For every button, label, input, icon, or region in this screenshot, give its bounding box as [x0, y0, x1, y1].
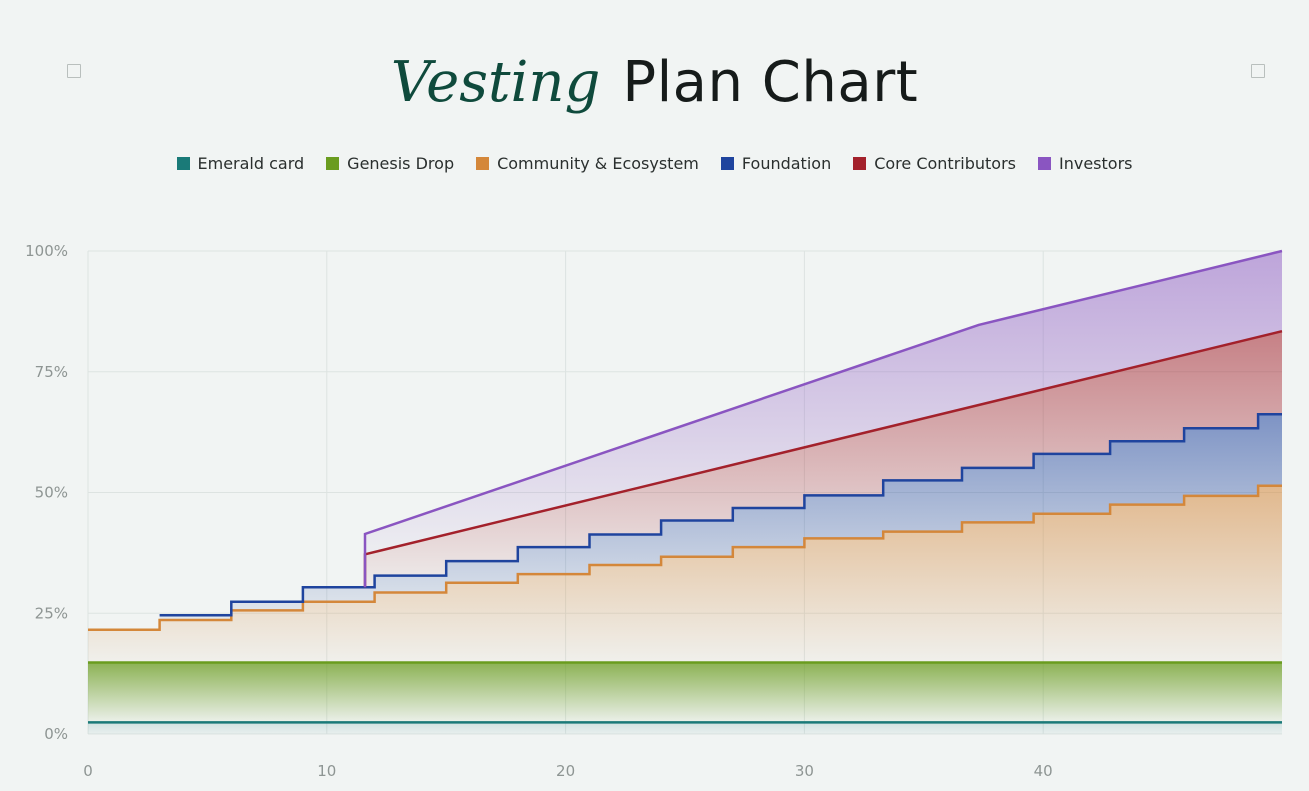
legend-label: Community & Ecosystem [497, 154, 699, 173]
area-genesis-drop [88, 662, 1282, 723]
legend-item-core-contributors[interactable]: Core Contributors [853, 154, 1016, 173]
y-tick-label: 0% [44, 725, 68, 743]
x-tick-label: 0 [83, 762, 93, 780]
legend-swatch [176, 157, 190, 170]
y-tick-label: 100% [25, 242, 68, 260]
legend-item-foundation[interactable]: Foundation [720, 154, 832, 173]
chart-legend: Emerald card Genesis Drop Community & Ecos… [0, 154, 1309, 173]
x-tick-label: 30 [795, 762, 814, 780]
square-outline-icon[interactable] [1251, 64, 1265, 78]
legend-swatch [1038, 157, 1051, 170]
square-outline-icon[interactable] [67, 64, 81, 78]
legend-item-genesis-drop[interactable]: Genesis Drop [326, 154, 454, 173]
line-investors [363, 249, 1283, 588]
legend-label: Genesis Drop [347, 154, 455, 173]
area-core-contributors [365, 331, 1282, 588]
y-tick-label: 25% [35, 604, 68, 622]
chart-title-accent: Vesting [390, 50, 601, 115]
area-community-and-ecosystem [88, 485, 1282, 663]
chart-axes: 0% 25% 50% 75% 100% 0 10 20 30 40 [25, 242, 1053, 780]
y-tick-label: 50% [35, 484, 68, 502]
legend-item-emerald-card[interactable]: Emerald card [176, 154, 305, 173]
chart-lines [88, 249, 1283, 724]
legend-label: Investors [1059, 154, 1133, 173]
chart-title: Vesting Plan Chart [0, 50, 1309, 115]
line-community-and-ecosystem [88, 484, 1282, 631]
legend-swatch [720, 157, 734, 170]
legend-label: Core Contributors [874, 154, 1016, 173]
area-emerald-card [88, 722, 1282, 734]
legend-swatch [853, 157, 867, 170]
x-tick-label: 40 [1034, 762, 1053, 780]
legend-label: Foundation [741, 154, 832, 173]
chart-title-rest: Plan Chart [622, 50, 919, 115]
x-tick-label: 20 [556, 762, 575, 780]
y-tick-label: 75% [35, 363, 68, 381]
legend-item-investors[interactable]: Investors [1038, 154, 1132, 173]
x-tick-label: 10 [317, 762, 336, 780]
line-foundation [159, 413, 1282, 617]
legend-swatch [476, 157, 490, 170]
legend-swatch [326, 157, 340, 170]
area-investors [365, 251, 1282, 555]
legend-item-community-and-ecosystem[interactable]: Community & Ecosystem [476, 154, 699, 173]
legend-label: Emerald card [197, 154, 305, 173]
